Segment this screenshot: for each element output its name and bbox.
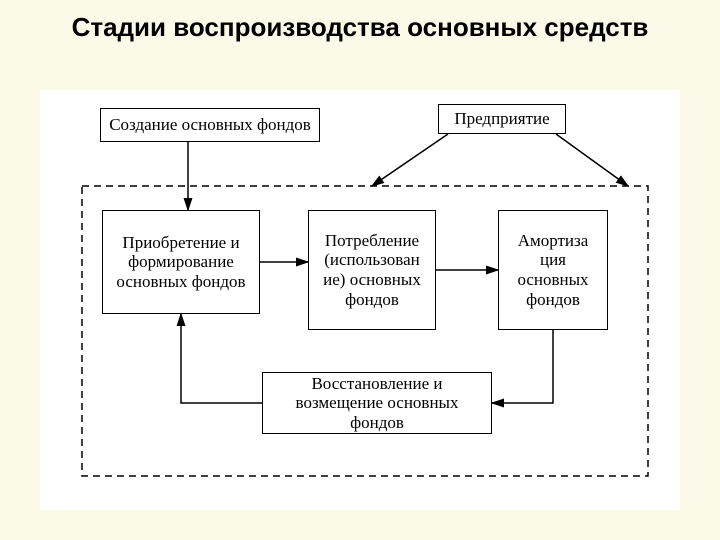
box-consume: Потребление (использован ие) основных фо… (308, 210, 436, 330)
box-create: Создание основных фондов (100, 108, 320, 142)
arrow-enterprise-left (372, 134, 448, 186)
box-acquire: Приобретение и формирование основных фон… (102, 210, 260, 314)
box-restore: Восстановление и возмещение основных фон… (262, 372, 492, 434)
arrow-restore-to-acquire (181, 314, 262, 403)
arrow-enterprise-right (556, 134, 628, 186)
page-title: Стадии воспроизводства основных средств (0, 0, 720, 43)
box-enterprise: Предприятие (438, 104, 566, 134)
arrow-amort-to-restore (492, 330, 553, 403)
diagram-canvas: Создание основных фондов Предприятие При… (40, 90, 680, 510)
box-amort: Амортиза ция основных фондов (498, 210, 608, 330)
